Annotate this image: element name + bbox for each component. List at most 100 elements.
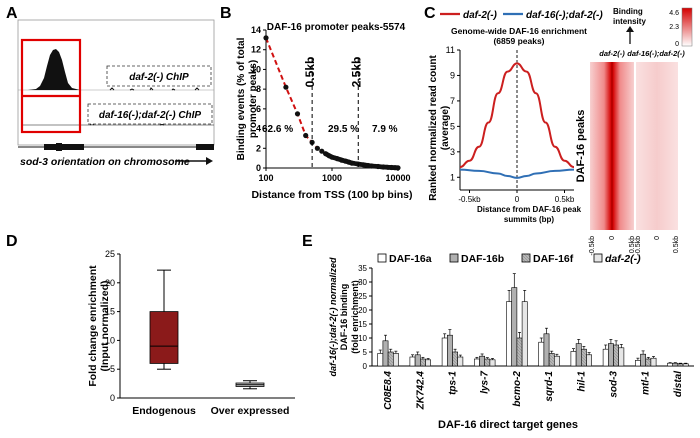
b-ytick-label: 4 (256, 124, 261, 134)
heatmap-row-label: DAF-16 peaks (575, 110, 587, 183)
e-bar (506, 301, 512, 367)
b-xtick-label: 100 (258, 173, 273, 183)
d-ytick-label: 10 (105, 335, 115, 345)
colorbar (681, 7, 693, 47)
e-ytick-label: 10 (358, 334, 367, 343)
colorbar-tick-max: 4.6 (669, 10, 679, 17)
c-ytick-label: 3 (450, 147, 455, 157)
e-bar (409, 356, 416, 367)
panel-letter-e: E (302, 233, 313, 250)
e-bar (511, 287, 518, 367)
panel-c-ylabel-line1: Ranked normalized read count (428, 55, 439, 201)
panel-c-xlabel-line2: summits (bp) (504, 215, 555, 224)
panel-c-xlabel-line1: Distance from DAF-16 peak (477, 205, 582, 214)
e-category-label: distal (673, 371, 684, 397)
b-point (394, 165, 400, 171)
d-ytick-label: 15 (105, 307, 115, 317)
e-category-label: ZK742.4 (415, 371, 426, 411)
c-xtick-label: -0.5kb (458, 195, 481, 204)
b-point (283, 84, 289, 90)
e-bar (377, 353, 384, 367)
e-bar (457, 356, 464, 367)
b-point (294, 111, 301, 117)
panel-letter-b: B (220, 5, 232, 22)
b-xtick-label: 10000 (385, 173, 410, 183)
e-category-label: sqrd-1 (544, 371, 555, 402)
e-bar (516, 337, 523, 367)
b-ytick-label: 12 (251, 45, 261, 55)
c-ytick-label: 1 (450, 172, 455, 182)
panel-letter-c: C (424, 5, 436, 22)
c-series-line-daf16 (459, 168, 575, 179)
b-xtick-label: 1000 (322, 173, 342, 183)
panel-e-marks: C08E8.4 ZK742.4 tps-1 lys-7 bcmo-2 sqrd-1 hil-… (377, 273, 689, 411)
e-category-label: mtl-1 (641, 371, 652, 395)
label-daf2-chip: daf-2(-) ChIP (129, 72, 189, 83)
e-category-label: lys-7 (480, 371, 491, 394)
b-point (314, 145, 320, 151)
b-point (319, 148, 325, 154)
d-ylabel-line2: (Input normalized) (99, 281, 111, 372)
e-bar (414, 354, 421, 367)
e-bar (634, 360, 641, 367)
b-ytick-label: 8 (256, 84, 261, 94)
colorbar-tick-mid: 2.3 (669, 24, 679, 31)
heat-tick-right-b: 0.5kb (673, 236, 680, 253)
e-bar (672, 362, 679, 367)
e-bar (392, 353, 399, 367)
legend-label-daf2: daf-2(-) (463, 10, 498, 21)
e-legend-swatch (593, 253, 603, 263)
e-ytick-label: 20 (358, 306, 367, 315)
e-bar (586, 354, 592, 367)
region-pct-mid: 29.5 % (328, 124, 359, 135)
d-ytick-label: 20 (105, 278, 115, 288)
e-ytick-label: 15 (358, 320, 367, 329)
b-ytick-label: 2 (256, 143, 261, 153)
panel-c-subtitle-line1: Genome-wide DAF-16 enrichment (451, 26, 587, 36)
e-legend-label: DAF-16b (461, 253, 504, 265)
e-bar (602, 348, 609, 367)
heatmap-daf16-daf2 (636, 62, 678, 230)
e-bar (521, 301, 528, 367)
arrow-right-icon (175, 157, 213, 165)
e-ytick-label: 25 (358, 292, 367, 301)
b-ytick-label: 6 (256, 104, 261, 114)
b-point (263, 35, 269, 41)
vline-label-2p5kb: 2.5kb (349, 57, 363, 88)
e-ylabel-line3: (fold enrichment) (350, 280, 360, 354)
e-legend-label: DAF-16f (533, 253, 574, 265)
c-xtick-label: 0.5kb (555, 195, 575, 204)
e-legend-swatch (449, 253, 459, 263)
e-bar (441, 337, 448, 367)
b-ylabel-line2: promoter peaks) (248, 60, 259, 138)
panel-b-axes: 0 2 4 6 8 10 12 14 100 1000 10000 Distance from TSS… (236, 25, 413, 201)
e-bar (613, 344, 619, 367)
binding-label-line2: intensity (613, 17, 646, 26)
colorbar-tick-min: 0 (675, 41, 679, 48)
heat-tick-left-a: -0.5kb (589, 236, 596, 256)
binding-label-line1: Binding (613, 7, 643, 16)
heat-tick-left-b: -0.5kb (635, 236, 642, 256)
e-bar (479, 355, 485, 367)
e-legend-label: daf-2(-) (605, 253, 641, 265)
highlight-box (20, 38, 82, 134)
b-fit-curve (265, 37, 399, 169)
e-bar (387, 351, 394, 367)
d-ylabel-line1: Fold change enrichment (87, 265, 99, 387)
vline-label-0p5kb: 0.5kb (303, 57, 317, 88)
e-bar (382, 340, 389, 367)
e-bar (640, 353, 646, 367)
panel-e-legend: DAF-16a DAF-16b DAF-16f daf-2(-) (377, 253, 641, 265)
legend-label-daf16: daf-16(-);daf-2(-) (526, 10, 603, 21)
b-ytick-label: 0 (256, 163, 261, 173)
e-bar (548, 353, 555, 367)
e-bar (618, 347, 625, 367)
c-ytick-label: 9 (450, 70, 455, 80)
e-category-label: hil-1 (576, 371, 587, 392)
e-bar (575, 343, 582, 367)
e-bar (682, 363, 689, 367)
panel-e-barchart: DAF-16a DAF-16b DAF-16f daf-2(-) 0 5 10 15 20 25… (328, 253, 694, 431)
e-bar (473, 358, 480, 367)
sod3-orientation-caption: sod-3 orientation on chromosome (20, 156, 190, 168)
e-bar (484, 358, 491, 367)
